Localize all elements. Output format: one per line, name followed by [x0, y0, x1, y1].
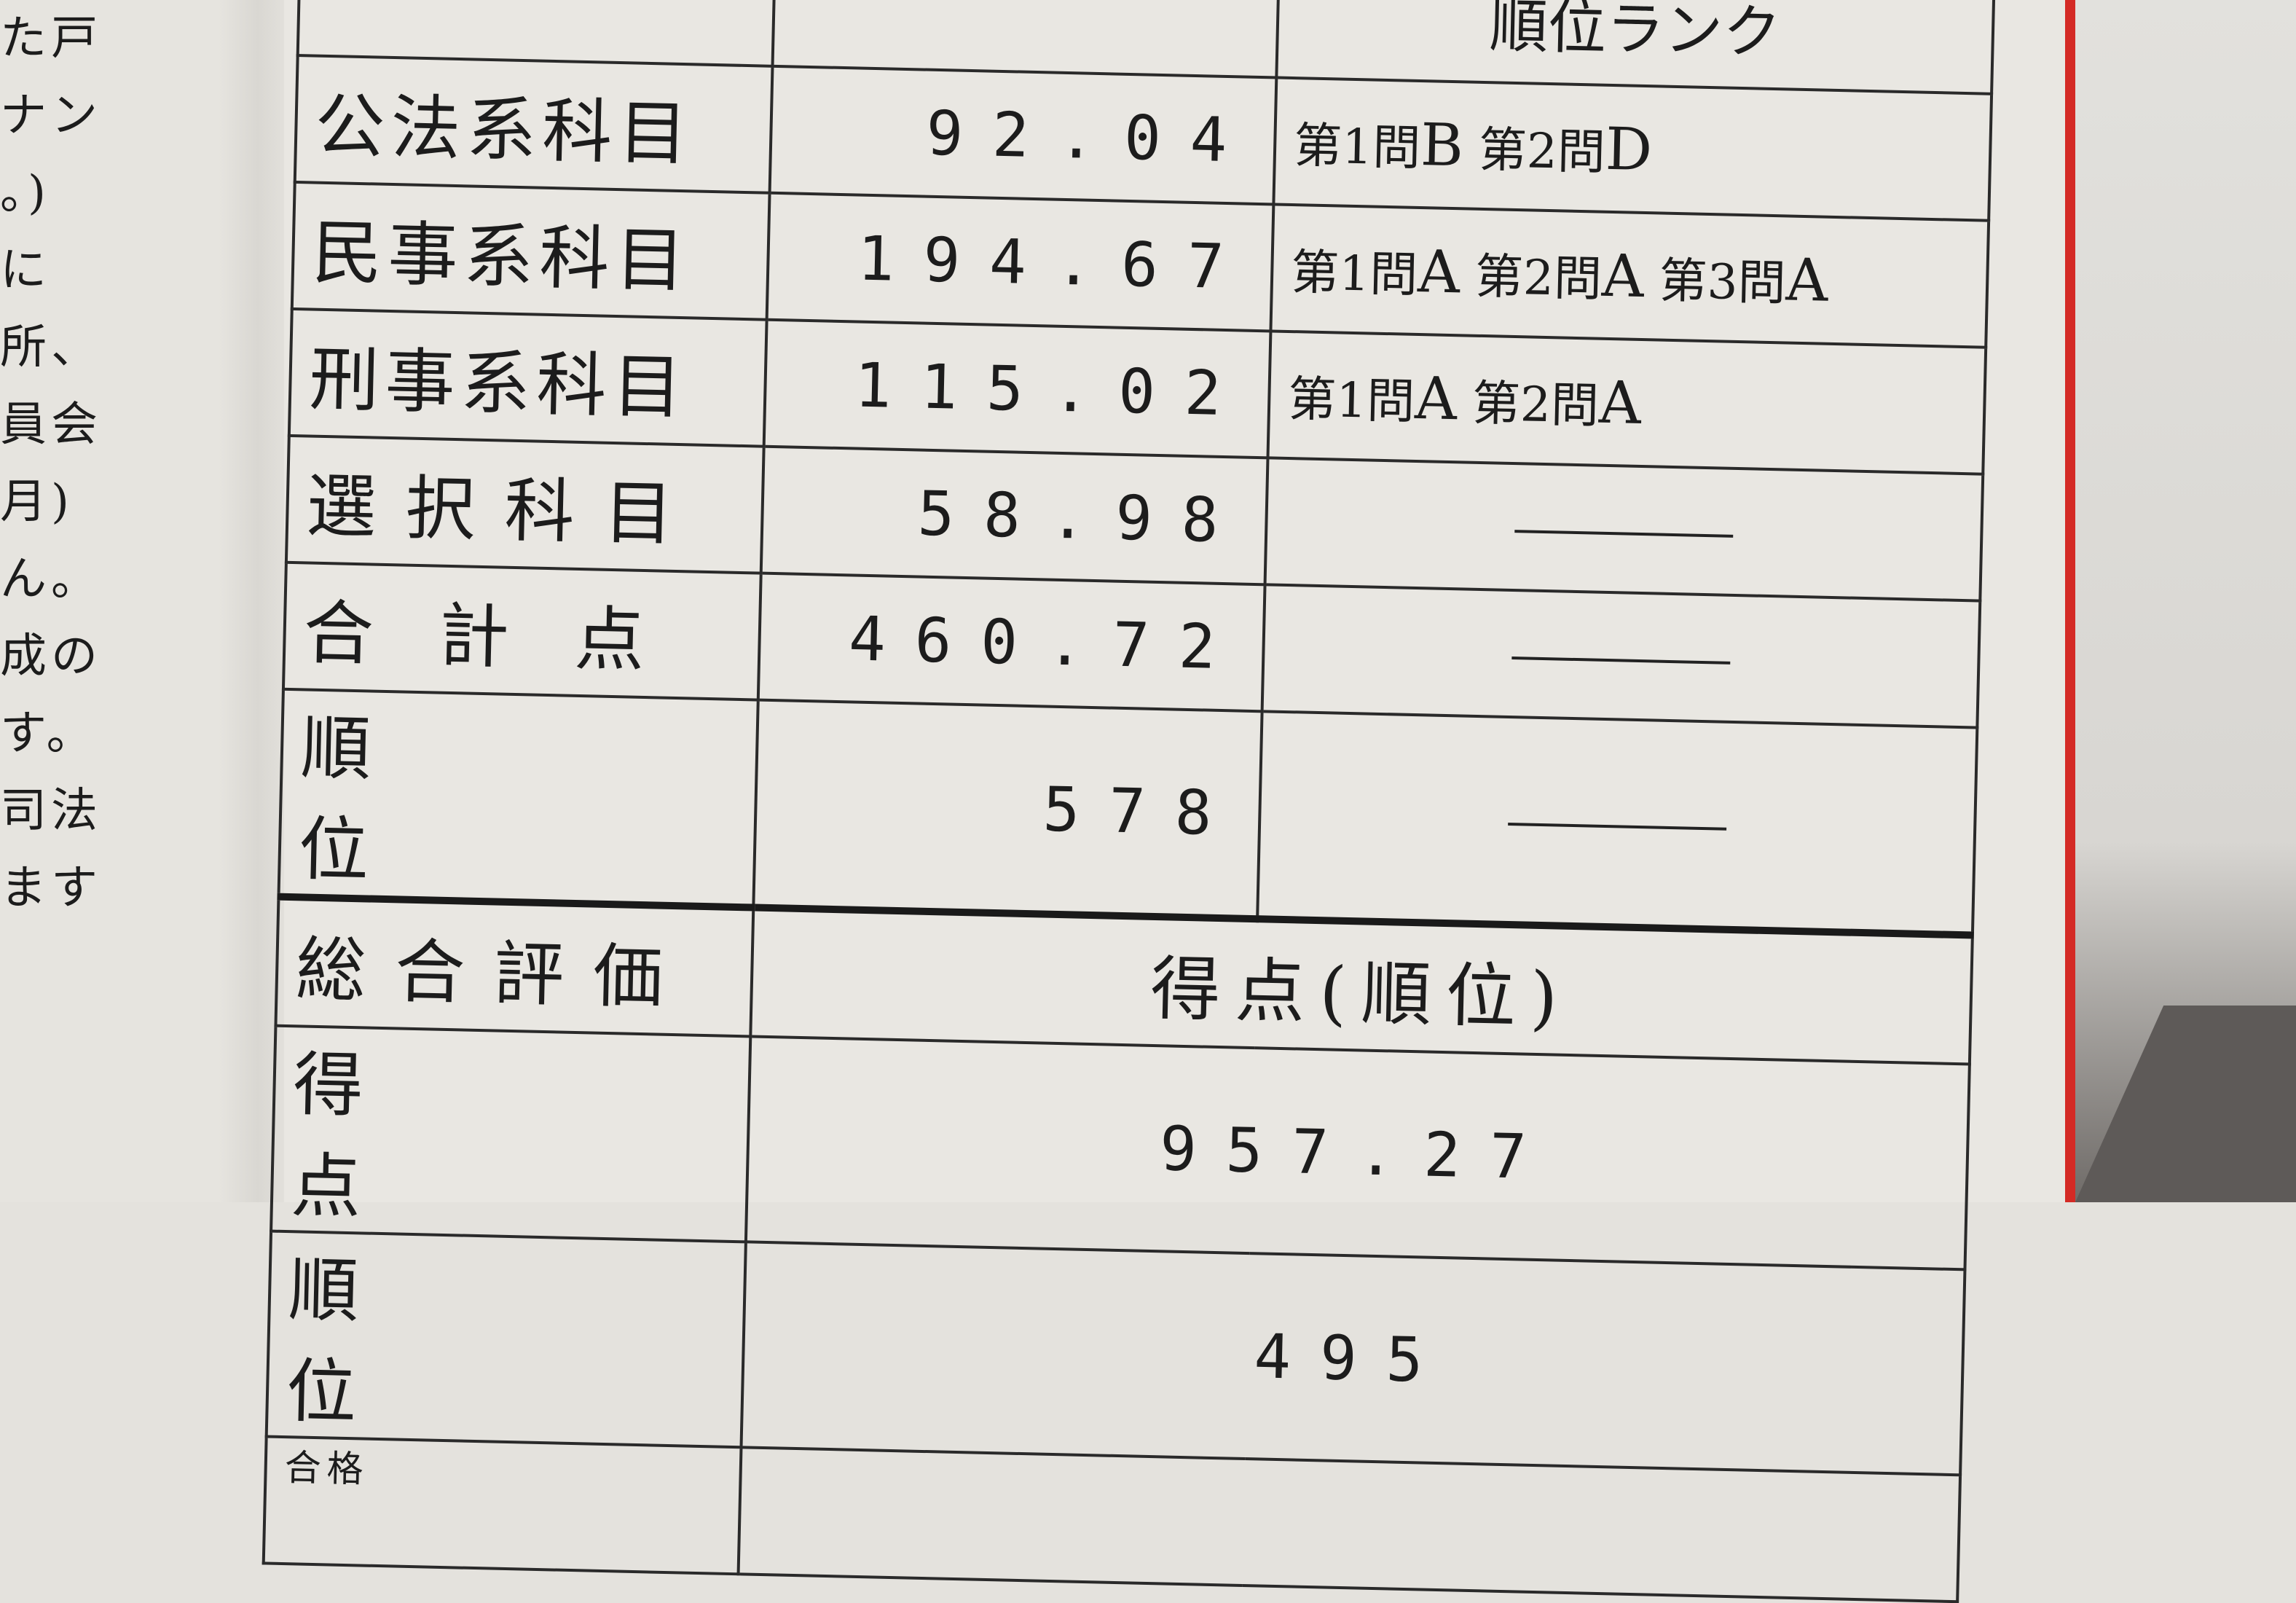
- subject-label: 合計点: [283, 562, 761, 700]
- score-table: 順位ランク 公法系科目 92.04 第1問B 第2問D 民事系科目 194.67…: [262, 0, 1996, 1603]
- question-label: 第2問: [1478, 121, 1606, 181]
- rank-cell: 第1問B 第2問D: [1273, 77, 1992, 221]
- grade: D: [1604, 114, 1654, 184]
- header-cell-empty: [772, 0, 1279, 78]
- subject-score: 92.04: [769, 66, 1277, 205]
- question-label: 第2問: [1471, 375, 1600, 434]
- partial-label: 合格: [263, 1436, 742, 1575]
- left-page-text: た戸 ナン 。) に 所、 員会 月) ん。 成の す。 司法 ます: [0, 0, 102, 927]
- text-fragment: 司法: [0, 784, 102, 838]
- book-gutter: [219, 0, 284, 1202]
- question-label: 第1問: [1287, 370, 1416, 430]
- subject-score: 578: [753, 699, 1262, 920]
- grade: A: [1601, 241, 1645, 311]
- dash: [1511, 656, 1731, 665]
- question-label: 第2問: [1474, 248, 1603, 307]
- background: [2075, 0, 2296, 1202]
- overall-score: 957.27: [745, 1036, 1970, 1270]
- question-label: 第1問: [1293, 117, 1422, 177]
- subject-label: 刑事系科目: [288, 308, 767, 447]
- rank-cell-empty: [1262, 584, 1981, 728]
- text-fragment: ます: [0, 861, 102, 915]
- text-fragment: ナン: [0, 89, 102, 143]
- overall-rank-label: 順位: [266, 1231, 746, 1448]
- text-fragment: ん。: [0, 552, 102, 606]
- subject-label: 公法系科目: [294, 55, 773, 193]
- text-fragment: 月): [0, 475, 74, 529]
- table-row: 順位 578: [278, 689, 1978, 936]
- text-fragment: 員会: [0, 398, 102, 452]
- rank-cell-empty: [1257, 711, 1978, 936]
- overall-label: 総合評価: [275, 896, 754, 1037]
- text-fragment: 成の: [0, 630, 102, 683]
- grade: A: [1417, 237, 1461, 307]
- text-fragment: 。): [0, 166, 50, 220]
- overall-rank-row: 順位 495: [266, 1231, 1965, 1475]
- grade: B: [1420, 111, 1465, 180]
- question-label: 第1問: [1290, 244, 1419, 303]
- overall-score-row: 得点 957.27: [271, 1025, 1970, 1270]
- grade: A: [1598, 368, 1642, 437]
- dash: [1508, 822, 1727, 831]
- text-fragment: す。: [0, 707, 98, 761]
- text-fragment: た戸: [0, 12, 102, 66]
- header-cell-empty: [297, 0, 775, 66]
- overall-score-label: 得点: [271, 1025, 751, 1242]
- text-fragment: 所、: [0, 321, 102, 375]
- rank-cell: 第1問A 第2問A: [1267, 331, 1986, 474]
- question-label: 第3問: [1658, 252, 1787, 312]
- text-fragment: に: [0, 243, 51, 297]
- subject-label: 選択科目: [286, 435, 764, 573]
- subject-score: 115.02: [763, 319, 1271, 458]
- grade: A: [1414, 364, 1458, 434]
- subject-score: 460.72: [758, 573, 1265, 712]
- right-page: [284, 0, 2076, 1202]
- dash: [1514, 529, 1734, 538]
- subject-score: 58.98: [760, 446, 1268, 585]
- subject-score: 194.67: [766, 192, 1274, 332]
- rank-cell: 第1問A 第2問A 第3問A: [1270, 204, 1989, 348]
- grade: A: [1785, 246, 1829, 315]
- red-page-edge: [2065, 0, 2075, 1202]
- subject-label: 順位: [278, 689, 758, 908]
- overall-rank: 495: [741, 1242, 1965, 1475]
- rank-cell-empty: [1265, 458, 1984, 601]
- subject-label: 民事系科目: [291, 181, 770, 320]
- partial-cell-empty: [738, 1447, 1961, 1602]
